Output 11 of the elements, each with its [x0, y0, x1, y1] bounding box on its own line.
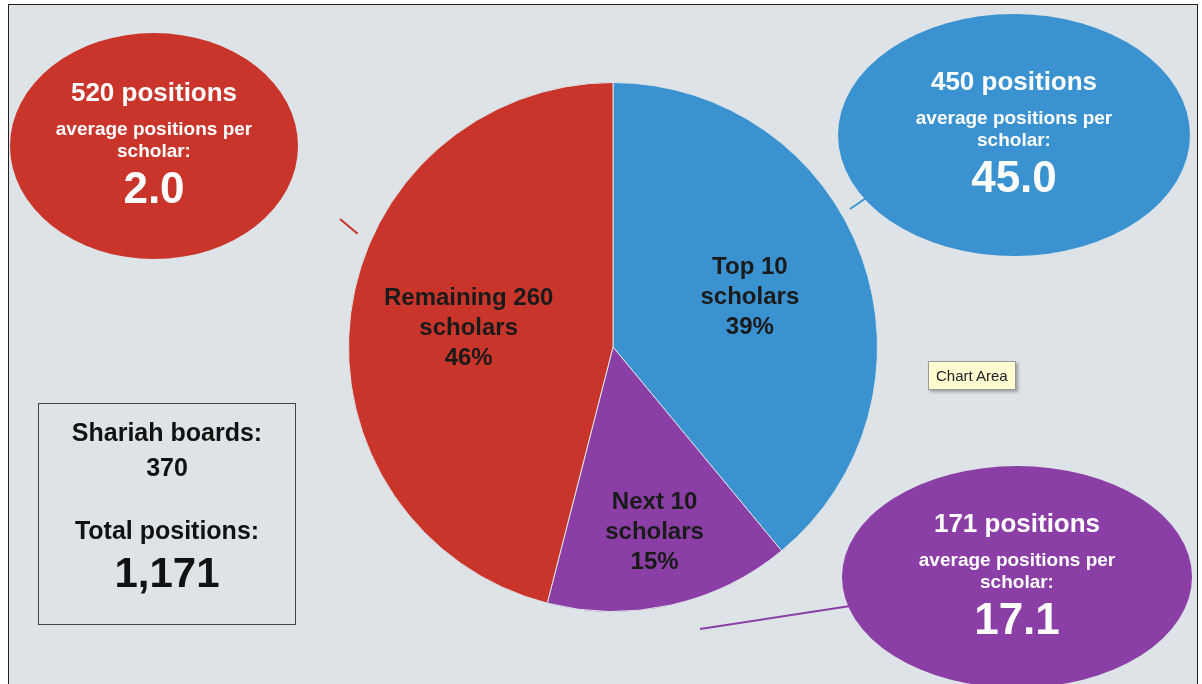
text: 370: [145, 453, 189, 482]
text: 1,171: [113, 549, 221, 597]
slice-label: Next 10 scholars: [605, 487, 704, 545]
text: Chart Area: [928, 361, 1016, 390]
data-label: 39%: [725, 312, 774, 340]
data-label: 15%: [630, 547, 679, 575]
slice-label: Top 10 scholars: [700, 252, 800, 310]
data-label: 46%: [444, 343, 493, 371]
text: Total positions:: [73, 516, 261, 545]
text: Shariah boards:: [70, 418, 264, 447]
slice-label: Remaining 260 scholars: [383, 283, 554, 341]
